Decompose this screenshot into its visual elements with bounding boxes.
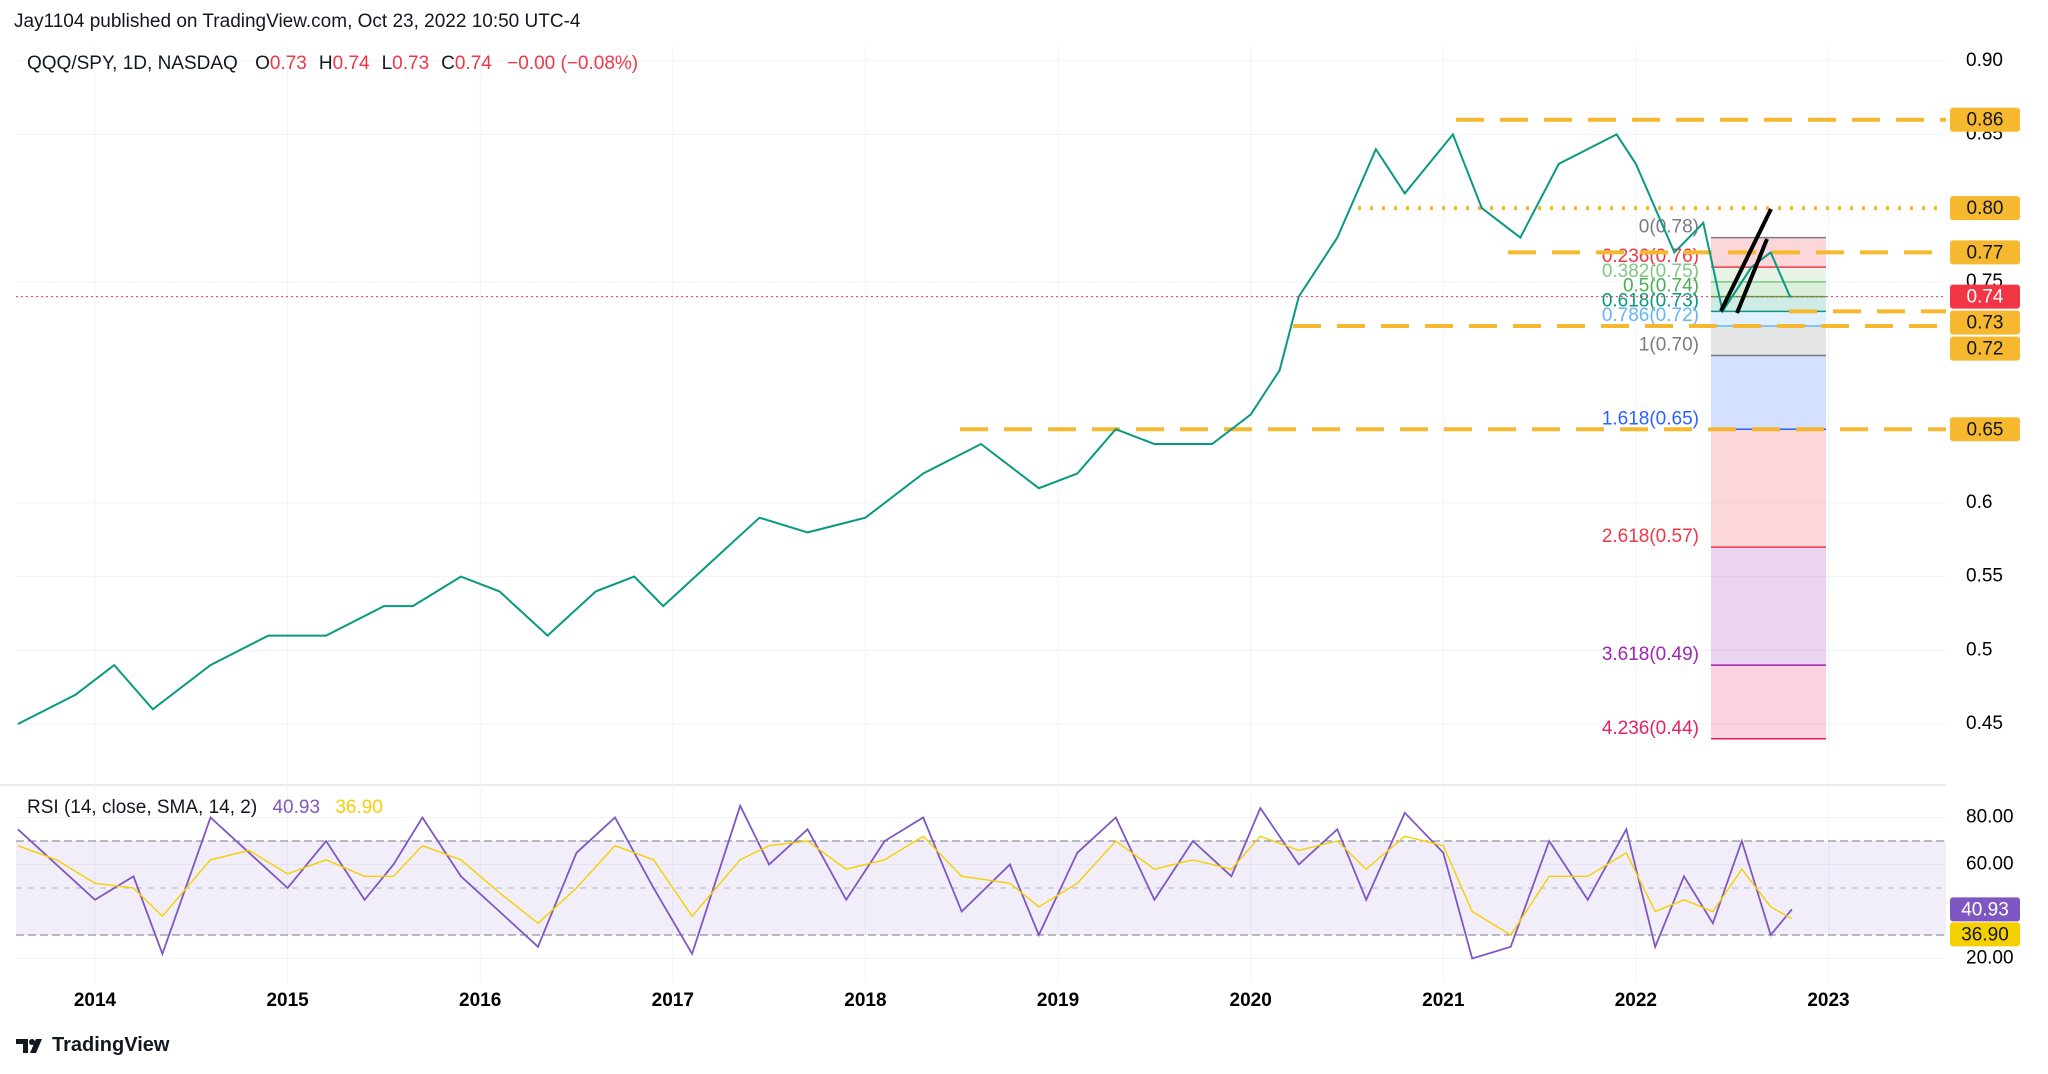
y-tick-label: 0.6 [1966,492,1992,513]
fib-zone [1711,665,1826,739]
x-tick-label: 2018 [844,990,886,1011]
fib-label: 1(0.70) [1639,335,1699,356]
fib-zone [1711,311,1826,327]
price-badge-label: 0.80 [1967,198,2004,219]
fib-label: 2.618(0.57) [1602,526,1699,547]
ohlc-value: 0.73 [392,53,430,74]
x-tick-label: 2023 [1807,990,1849,1011]
fib-label: 0.5(0.74) [1623,276,1699,297]
fib-zone [1711,355,1826,430]
price-badge [1950,310,2020,335]
publish-info: Jay1104 published on TradingView.com, Oc… [14,11,581,32]
price-badge-label: 0.77 [1967,242,2004,263]
price-line [17,132,1792,725]
y-tick-label: 0.90 [1966,50,2003,71]
trend-line [1735,238,1769,314]
price-badge-label: 0.65 [1967,419,2004,440]
x-tick-label: 2020 [1230,990,1272,1011]
price-badge-label: 0.86 [1967,110,2004,131]
rsi-value: 40.93 [272,797,321,818]
x-tick-label: 2017 [652,990,694,1011]
price-badge [1950,336,2020,361]
rsi-title: RSI (14, close, SMA, 14, 2) [27,797,258,818]
trend-line [1719,208,1773,312]
fib-label: 0.786(0.72) [1602,305,1699,326]
fib-label: 0.618(0.73) [1602,290,1699,311]
fib-zone [1711,429,1826,548]
rsi-badge [1950,897,2020,922]
fib-label: 3.618(0.49) [1602,644,1699,665]
price-badge [1950,107,2020,132]
price-badge [1950,240,2020,265]
y-tick-label: 0.5 [1966,639,1992,660]
brand: TradingView [52,1034,170,1056]
rsi-badge-label: 40.93 [1961,899,2009,920]
ohlc-key: C [441,53,455,74]
x-tick-label: 2015 [266,990,309,1011]
y-tick-label: 20.00 [1966,948,2014,969]
fib-zone [1711,326,1826,356]
fib-label: 0.382(0.75) [1602,261,1699,282]
ohlc-key: O [255,53,270,74]
y-tick-label: 0.55 [1966,566,2003,587]
x-tick-label: 2016 [459,990,501,1011]
y-tick-label: 0.45 [1966,713,2003,734]
price-badge [1950,417,2020,442]
fib-label: 4.236(0.44) [1602,718,1699,739]
price-badge-label: 0.74 [1967,287,2004,308]
price-badge [1950,284,2020,309]
x-tick-label: 2014 [74,990,117,1011]
footer: TradingView [16,1034,169,1057]
ohlc-key: H [318,53,333,74]
rsi-sma-value: 36.90 [335,797,383,818]
rsi-badge-label: 36.90 [1961,924,2009,945]
x-tick-label: 2019 [1037,990,1079,1011]
logo [16,1038,42,1053]
x-tick-label: 2021 [1422,990,1465,1011]
rsi-line [17,835,1793,936]
rsi-badge [1950,922,2020,947]
x-tick-label: 2022 [1615,990,1657,1011]
rsi-legend: RSI (14, close, SMA, 14, 2) 40.93 36.90 [27,797,383,819]
fib-zone [1711,267,1826,282]
ohlc-key: L [381,53,393,74]
fib-zone [1711,547,1826,666]
price-badge-label: 0.72 [1967,339,2004,360]
rsi-line [17,803,1793,960]
change: −0.00 (−0.08%) [507,53,639,74]
price-legend: QQQ/SPY, 1D, NASDAQ O0.73 H0.74 L0.73 C0.74… [27,53,638,75]
y-tick-label: 80.00 [1966,807,2014,828]
fib-label: 0(0.78) [1639,217,1699,238]
price-badge [1950,196,2020,221]
ohlc-value: 0.74 [454,53,492,74]
symbol: QQQ/SPY, 1D, NASDAQ [27,53,238,74]
y-tick-label: 60.00 [1966,854,2014,875]
fib-label: 1.618(0.65) [1602,408,1699,429]
price-badge-label: 0.73 [1967,313,2004,334]
ohlc-value: 0.73 [269,53,307,74]
ohlc: O0.73 H0.74 L0.73 C0.74 [243,53,492,74]
ohlc-value: 0.74 [332,53,370,74]
